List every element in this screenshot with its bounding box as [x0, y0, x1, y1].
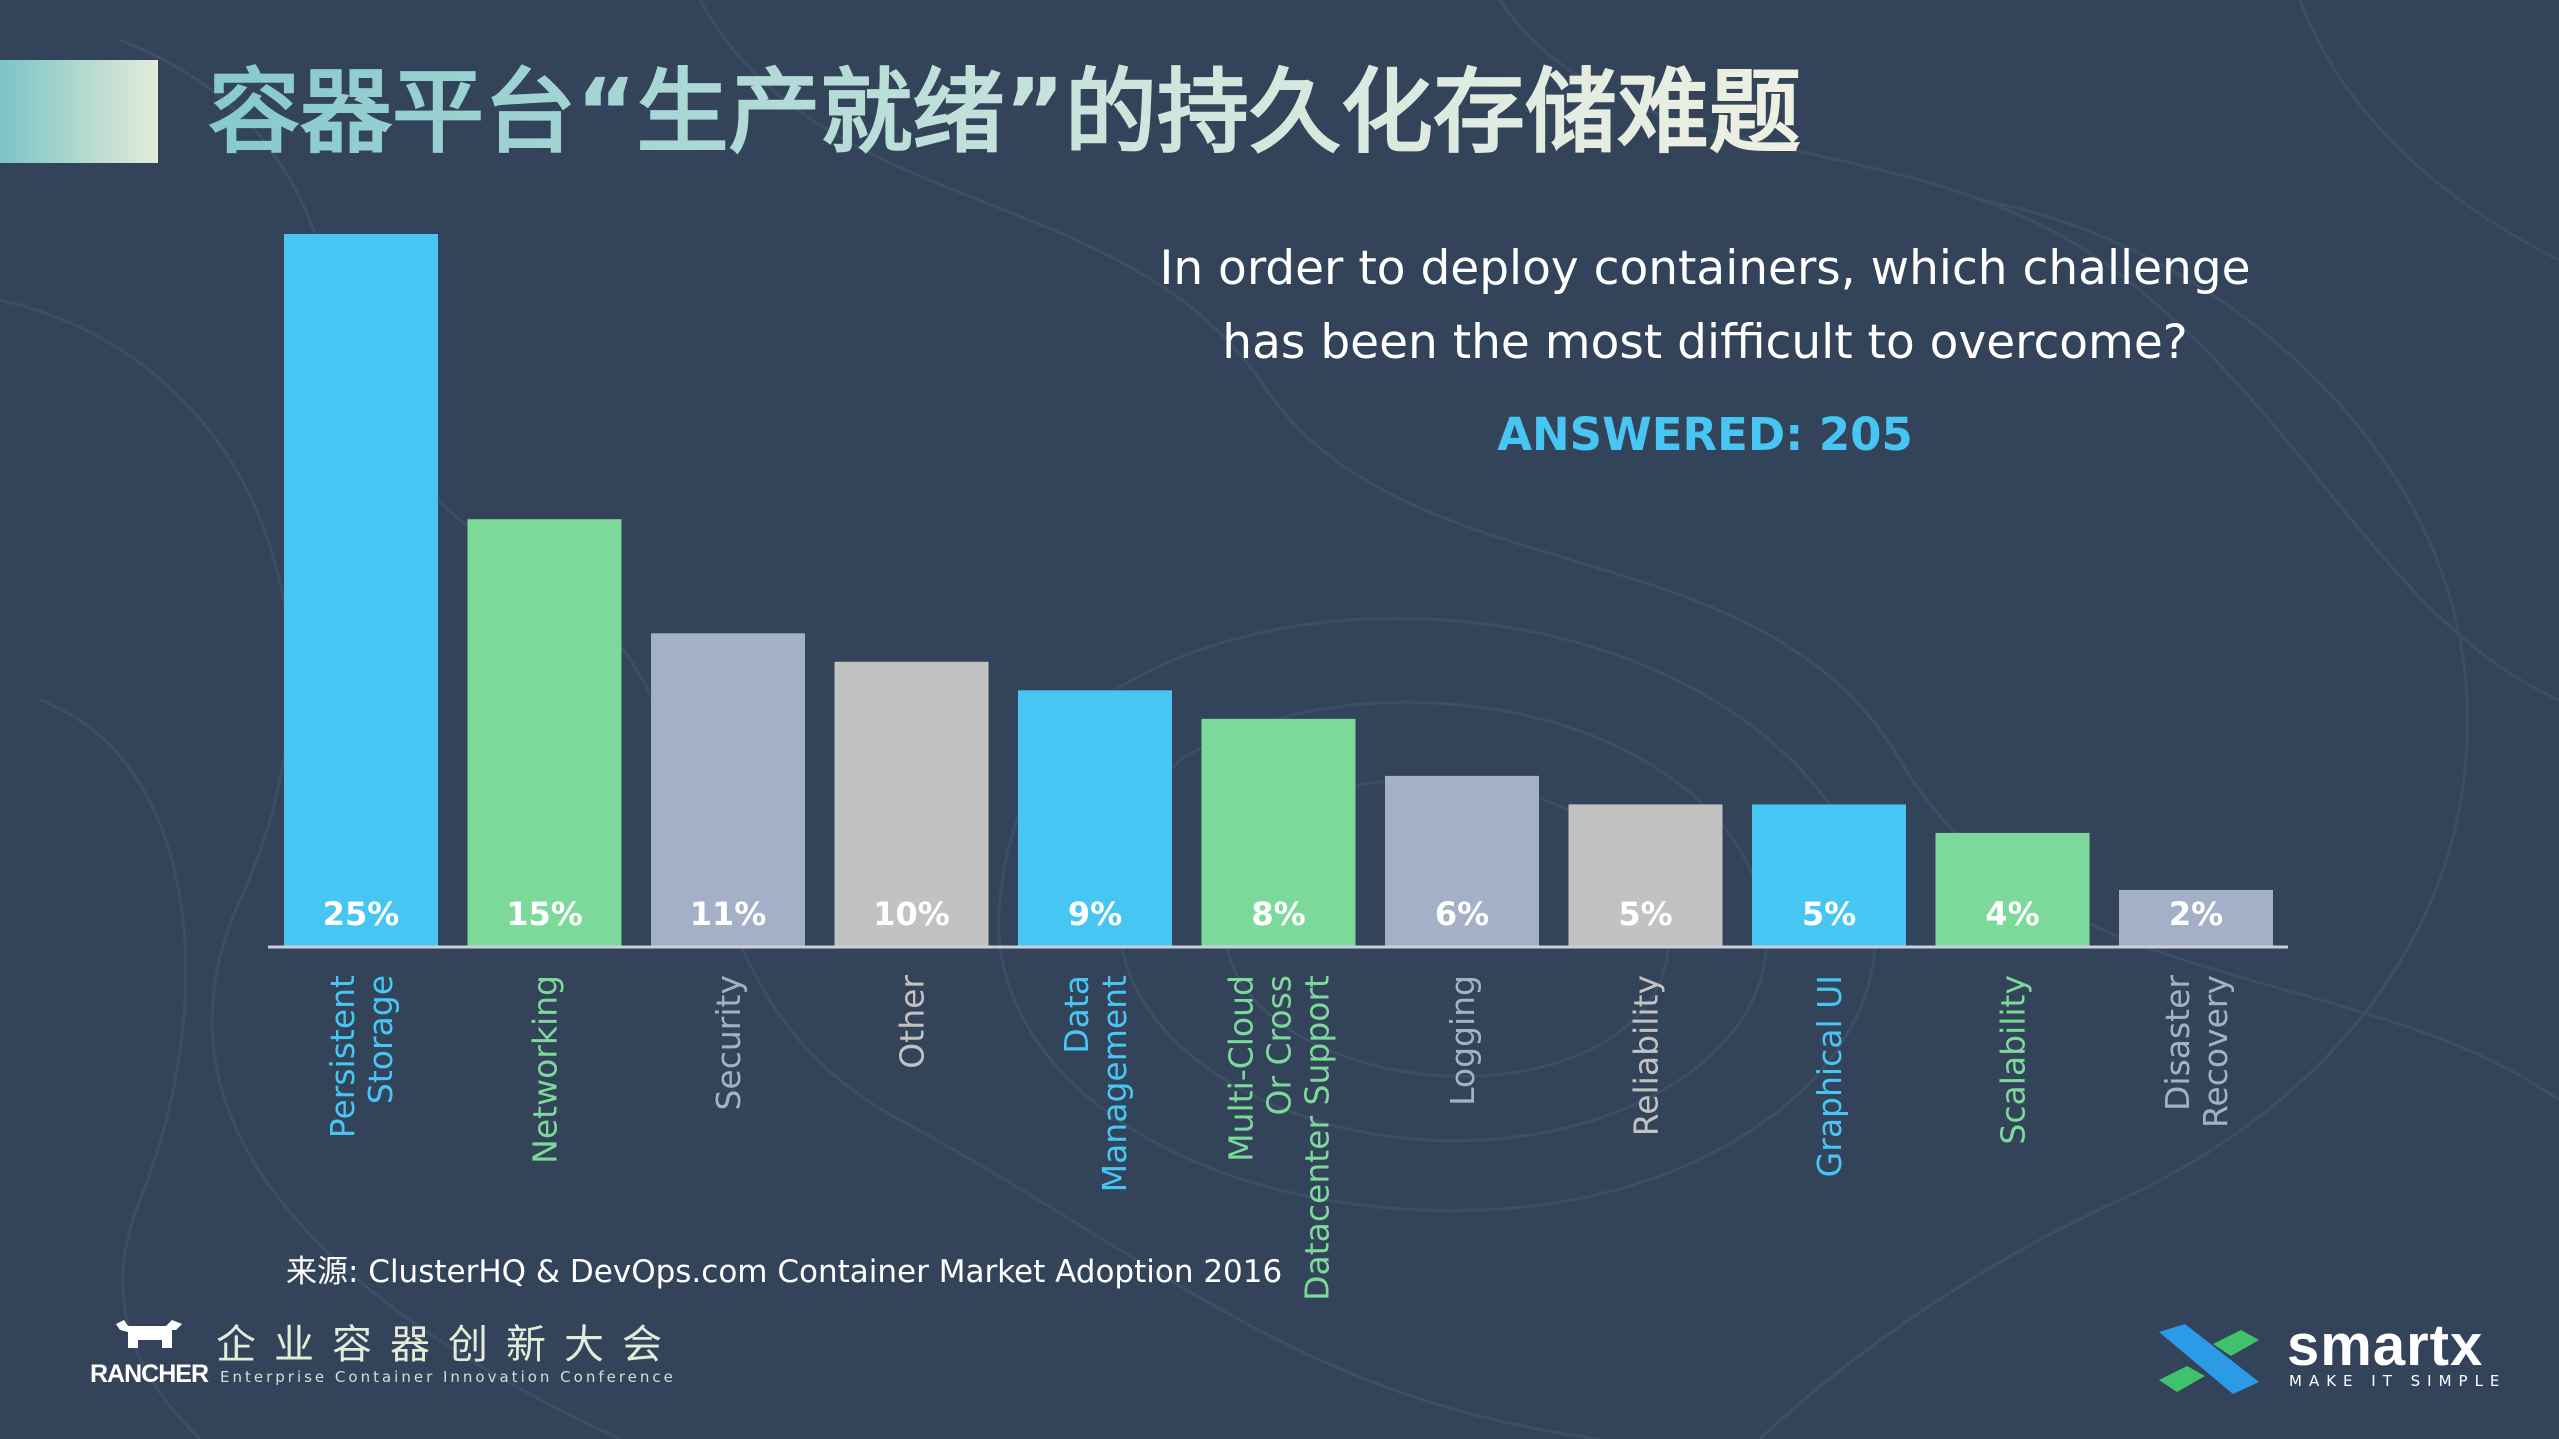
category-label-line: Other: [893, 975, 932, 1069]
title-accent-block: [0, 60, 158, 163]
bar-7: [1568, 804, 1723, 947]
bar-0: [284, 234, 438, 947]
bar-3: [834, 661, 989, 947]
smartx-logo: smartx MAKE IT SIMPLE: [2155, 1313, 2515, 1408]
category-label-line: Or Cross: [1260, 975, 1299, 1116]
survey-question: In order to deploy containers, which cha…: [1090, 232, 2320, 380]
bar-value-label: 5%: [1618, 895, 1672, 933]
bar-value-label: 2%: [2169, 895, 2223, 933]
page-title: 容器平台“生产就绪”的持久化存储难题: [208, 59, 1801, 166]
category-label: Logging: [1443, 975, 1482, 1106]
category-label-line: Disaster: [2158, 975, 2197, 1111]
category-label-line: Multi-Cloud: [1222, 975, 1261, 1162]
bar-4: [1018, 690, 1172, 947]
category-label: Scalability: [1994, 975, 2033, 1145]
conference-name-cn: 企业容器创新大会: [216, 1322, 680, 1368]
bar-5: [1201, 718, 1356, 947]
bar-6: [1385, 775, 1539, 947]
bar-value-label: 15%: [506, 895, 583, 933]
category-label: Graphical UI: [1810, 975, 1849, 1177]
category-label-line: Reliability: [1627, 975, 1666, 1136]
rancher-wordmark: RANCHER: [90, 1360, 209, 1388]
category-label-line: Storage: [361, 975, 400, 1104]
bar-value-label: 8%: [1251, 895, 1305, 933]
category-label: Persistent Storage: [323, 975, 400, 1138]
survey-question-line-1: In order to deploy containers, which cha…: [1159, 241, 2251, 296]
category-label-line: Graphical UI: [1810, 975, 1849, 1177]
category-label-line: Recovery: [2196, 975, 2235, 1128]
bar-value-label: 11%: [690, 895, 767, 933]
smartx-tagline: MAKE IT SIMPLE: [2289, 1372, 2507, 1390]
category-label-line: Data: [1057, 975, 1096, 1054]
smartx-wordmark: smartx: [2287, 1313, 2484, 1378]
category-label: Data Management: [1057, 975, 1134, 1192]
category-label-line: Logging: [1443, 975, 1482, 1106]
bar-9: [1935, 832, 2090, 947]
category-label: Security: [709, 975, 748, 1111]
category-label: Multi-Cloud Or Cross Datacenter Support: [1222, 975, 1337, 1301]
category-label-line: Security: [709, 975, 748, 1111]
bar-10: [2119, 889, 2273, 947]
category-label: Reliability: [1627, 975, 1666, 1136]
category-label: Disaster Recovery: [2158, 975, 2235, 1128]
category-label: Other: [893, 975, 932, 1069]
category-label-line: Scalability: [1994, 975, 2033, 1145]
bar-value-label: 9%: [1068, 895, 1122, 933]
bar-1: [467, 519, 622, 947]
bar-value-label: 6%: [1435, 895, 1489, 933]
survey-question-line-2: has been the most difficult to overcome?: [1222, 315, 2188, 370]
bar-value-label: 10%: [873, 895, 950, 933]
category-label: Networking: [526, 975, 565, 1164]
category-label-line: Datacenter Support: [1298, 975, 1337, 1301]
conference-name-en: Enterprise Container Innovation Conferen…: [220, 1368, 676, 1386]
source-citation: 来源: ClusterHQ & DevOps.com Container Mar…: [286, 1254, 1283, 1290]
answered-count: ANSWERED: 205: [1497, 408, 1913, 461]
category-label-line: Networking: [526, 975, 565, 1164]
smartx-x-icon: [2159, 1324, 2259, 1394]
bar-value-label: 4%: [1985, 895, 2039, 933]
bar-value-label: 5%: [1802, 895, 1856, 933]
category-label-line: Management: [1095, 975, 1134, 1192]
bar-value-label: 25%: [323, 895, 400, 933]
rancher-conference-logo: RANCHER 企业容器创新大会 Enterprise Container In…: [90, 1318, 690, 1398]
rancher-bull-icon: [116, 1320, 182, 1348]
bar-8: [1752, 804, 1906, 947]
category-label-line: Persistent: [323, 975, 362, 1138]
bar-2: [651, 633, 805, 947]
